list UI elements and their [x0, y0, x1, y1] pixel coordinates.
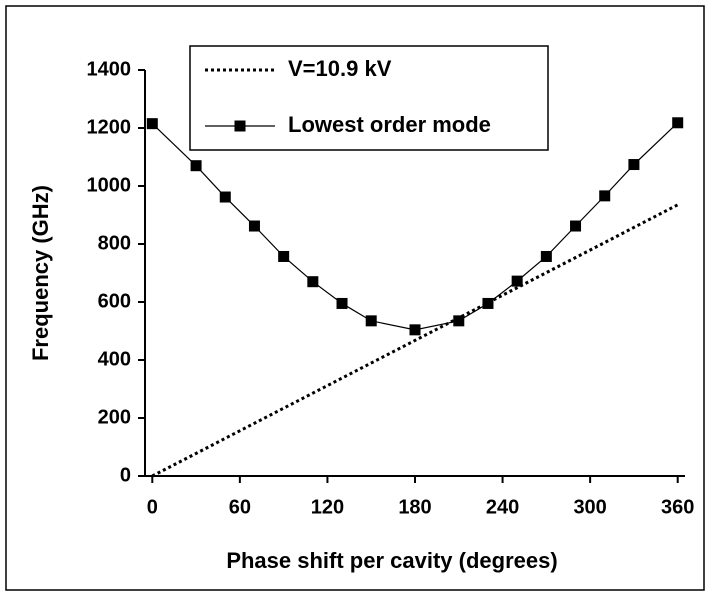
y-tick-label: 800: [98, 232, 131, 254]
marker: [336, 297, 348, 309]
legend-box: [189, 45, 549, 151]
y-tick-label: 0: [120, 464, 131, 486]
marker: [599, 190, 611, 202]
marker: [365, 315, 377, 327]
marker: [190, 160, 202, 172]
y-tick-label: 1400: [87, 58, 132, 80]
legend: V=10.9 kV Lowest order mode: [189, 45, 549, 151]
frame: [5, 5, 705, 591]
x-tick-label: 120: [311, 496, 344, 518]
plot-area: 0 200 400 600 800 1000 1200 1400 0 60 120 180 240 300…: [87, 58, 695, 518]
marker: [146, 118, 158, 130]
x-tick-label: 240: [486, 496, 519, 518]
marker: [482, 297, 494, 309]
marker: [409, 324, 421, 336]
marker: [540, 250, 552, 262]
y-tick-label: 1200: [87, 116, 132, 138]
series-line: [151, 203, 679, 478]
y-tick-label: 400: [98, 348, 131, 370]
marker: [307, 276, 319, 288]
x-tick-label: 300: [573, 496, 606, 518]
series-line: [151, 122, 679, 331]
marker: [672, 117, 684, 129]
marker: [219, 191, 231, 203]
x-tick-label: 180: [398, 496, 431, 518]
marker: [278, 250, 290, 262]
y-tick-label: 200: [98, 406, 131, 428]
legend-label: V=10.9 kV: [288, 56, 392, 81]
x-tick-label: 360: [661, 496, 694, 518]
y-tick-label: 600: [98, 290, 131, 312]
x-tick-label: 0: [147, 496, 158, 518]
x-tick-label: 60: [229, 496, 251, 518]
marker: [628, 159, 640, 171]
legend-marker: [234, 120, 246, 132]
marker: [570, 220, 582, 232]
y-tick-label: 1000: [87, 174, 132, 196]
marker: [511, 275, 523, 287]
marker: [453, 315, 465, 327]
marker: [248, 220, 260, 232]
x-axis-label: Phase shift per cavity (degrees): [226, 548, 557, 573]
y-axis-label: Frequency (GHz): [28, 185, 53, 361]
legend-label: Lowest order mode: [288, 112, 491, 137]
